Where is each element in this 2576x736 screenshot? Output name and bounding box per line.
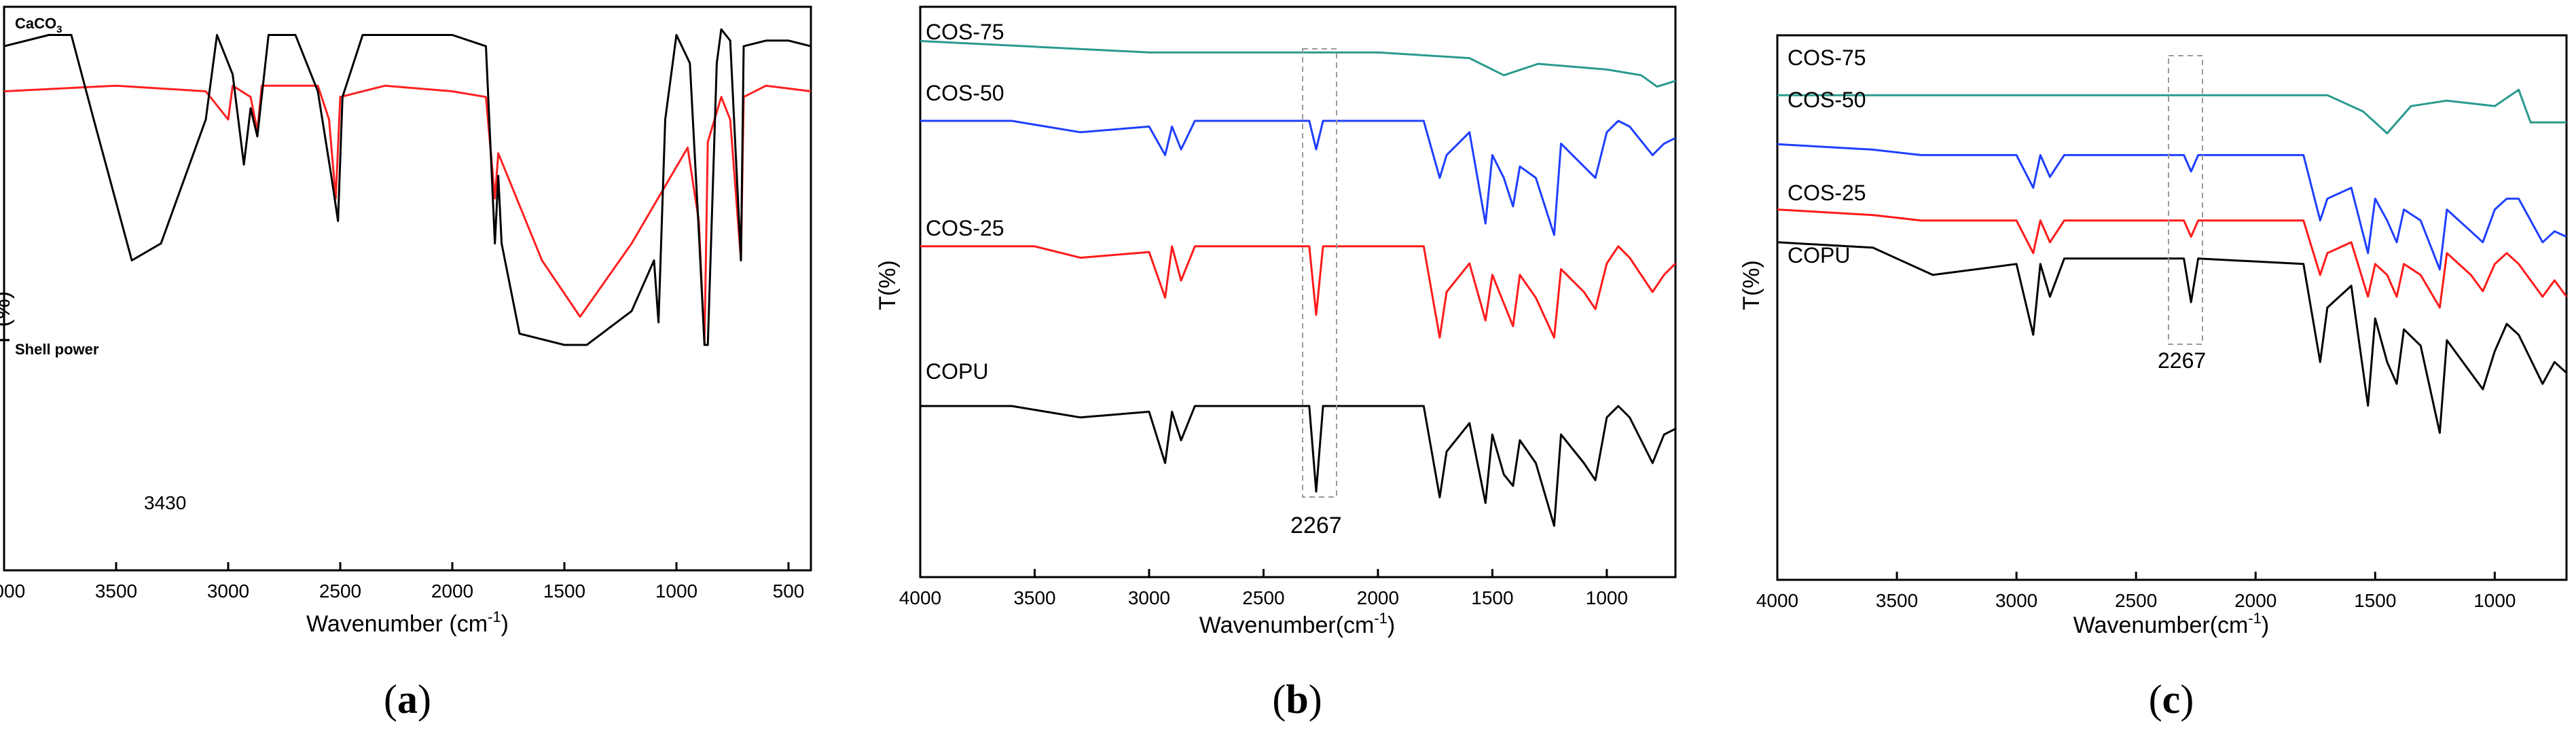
series-line-caco3 <box>3 84 812 346</box>
panel-b-y-label: T(%) <box>875 260 901 310</box>
panel-c-highlight-box <box>2168 55 2203 345</box>
panel-b-series <box>920 39 1677 527</box>
x-tick-label: 2500 <box>2115 590 2157 611</box>
panel-a-annotation-3430: 3430 <box>144 492 186 513</box>
panel-c-caption-close: ) <box>2180 677 2194 722</box>
panel-b-highlight-box <box>1302 48 1337 498</box>
x-tick-label: 2500 <box>1242 587 1284 608</box>
panel-a-x-label-close: ) <box>501 611 509 637</box>
x-tick-label: 4000 <box>0 581 25 602</box>
x-tick-label: 2000 <box>2234 590 2276 611</box>
panel-c-label-cos75: COS-75 <box>1788 45 1866 70</box>
panel-b-x-label: Wavenumber(cm-1) <box>1199 610 1395 638</box>
panel-c-label-cos50: COS-50 <box>1788 88 1866 112</box>
panel-b-caption-letter: b <box>1286 677 1308 722</box>
panel-a-x-label: Wavenumber (cm-1) <box>306 608 509 637</box>
x-tick-label: 1000 <box>655 581 697 602</box>
series-line-cos-75 <box>1777 88 2566 134</box>
panel-b-label-copu: COPU <box>926 359 988 384</box>
panel-c-caption-open: ( <box>2149 677 2162 722</box>
x-tick-label: 3500 <box>1876 590 1918 611</box>
caco3-label-main: CaCO <box>15 15 56 32</box>
panel-c-series <box>1777 88 2568 434</box>
series-line-cos-25 <box>920 245 1677 339</box>
panel-b-caption-open: ( <box>1272 677 1286 722</box>
panel-c: 4000 3500 3000 2500 2000 1500 1000 COS-75 COS-… <box>1739 34 2568 722</box>
x-tick-label: 2500 <box>319 581 361 602</box>
panel-b-label-cos25: COS-25 <box>926 216 1004 240</box>
x-tick-label: 3500 <box>95 581 137 602</box>
panel-b-x-label-main: Wavenumber(cm <box>1199 612 1375 638</box>
x-tick-label: 3500 <box>1013 587 1055 608</box>
series-line-cos-50 <box>1777 143 2567 271</box>
panel-a-caption-close: ) <box>418 677 431 722</box>
panel-a-label-shell: Shell power <box>15 341 99 358</box>
panel-b: 4000 3500 3000 2500 2000 1500 1000 COS-75 COS-… <box>875 5 1677 722</box>
panel-a-x-ticks: 4000 3500 3000 2500 2000 1500 1000 500 <box>0 562 804 602</box>
x-tick-label: 4000 <box>899 587 941 608</box>
panel-a-caption: (a) <box>384 677 431 722</box>
x-tick-label: 500 <box>773 581 805 602</box>
caco3-label-sub: 3 <box>56 24 62 35</box>
panel-a-caption-open: ( <box>384 677 397 722</box>
x-tick-label: 1000 <box>1586 587 1628 608</box>
panel-b-annotation-2267: 2267 <box>1290 513 1342 538</box>
panel-c-caption: (c) <box>2149 677 2194 722</box>
x-tick-label: 3000 <box>1995 590 2037 611</box>
panel-c-x-ticks: 4000 3500 3000 2500 2000 1500 1000 <box>1756 572 2516 611</box>
panel-a-caption-letter: a <box>397 677 418 722</box>
panel-b-x-ticks: 4000 3500 3000 2500 2000 1500 1000 <box>899 569 1628 608</box>
panel-c-x-label-sup: -1 <box>2248 610 2262 627</box>
series-line-cos-50 <box>920 119 1676 236</box>
panel-b-label-cos50: COS-50 <box>926 81 1004 105</box>
panel-c-label-cos25: COS-25 <box>1788 181 1866 205</box>
series-line-cos-75 <box>920 39 1676 88</box>
x-tick-label: 1500 <box>1471 587 1513 608</box>
series-line-copu <box>1777 241 2568 434</box>
x-tick-label: 2000 <box>1357 587 1399 608</box>
panel-a-series <box>3 28 812 346</box>
panel-a-frame <box>3 5 812 572</box>
panel-a: 4000 3500 3000 2500 2000 1500 1000 500 CaCO3 Sh… <box>0 5 812 722</box>
panel-c-caption-letter: c <box>2162 677 2181 722</box>
panel-c-annotation-2267: 2267 <box>2158 348 2206 373</box>
series-line-cos-25 <box>1777 208 2568 309</box>
panel-c-x-label-main: Wavenumber(cm <box>2073 612 2249 638</box>
panel-b-caption-close: ) <box>1309 677 1322 722</box>
panel-b-caption: (b) <box>1272 677 1322 722</box>
series-line-copu <box>920 405 1676 527</box>
panel-c-frame <box>1776 34 2568 581</box>
panel-c-x-label: Wavenumber(cm-1) <box>2073 610 2269 638</box>
x-tick-label: 1000 <box>2473 590 2516 611</box>
panel-a-x-label-main: Wavenumber (cm <box>306 611 488 637</box>
x-tick-label: 3000 <box>1128 587 1170 608</box>
panel-b-x-label-close: ) <box>1387 612 1395 638</box>
x-tick-label: 1500 <box>543 581 585 602</box>
panel-a-label-caco3: CaCO3 <box>15 15 62 35</box>
panel-b-label-cos75: COS-75 <box>926 20 1004 44</box>
panel-b-x-label-sup: -1 <box>1374 610 1387 627</box>
x-tick-label: 3000 <box>207 581 249 602</box>
series-line-shell-power <box>3 28 812 346</box>
panel-b-frame <box>919 5 1677 578</box>
panel-c-label-copu: COPU <box>1788 243 1850 268</box>
panel-c-x-label-close: ) <box>2262 612 2269 638</box>
panel-c-y-label: T(%) <box>1739 260 1764 310</box>
x-tick-label: 4000 <box>1756 590 1798 611</box>
x-tick-label: 2000 <box>431 581 473 602</box>
panel-a-y-label: T (%) <box>0 291 15 347</box>
x-tick-label: 1500 <box>2354 590 2396 611</box>
panel-a-x-label-sup: -1 <box>488 608 501 625</box>
